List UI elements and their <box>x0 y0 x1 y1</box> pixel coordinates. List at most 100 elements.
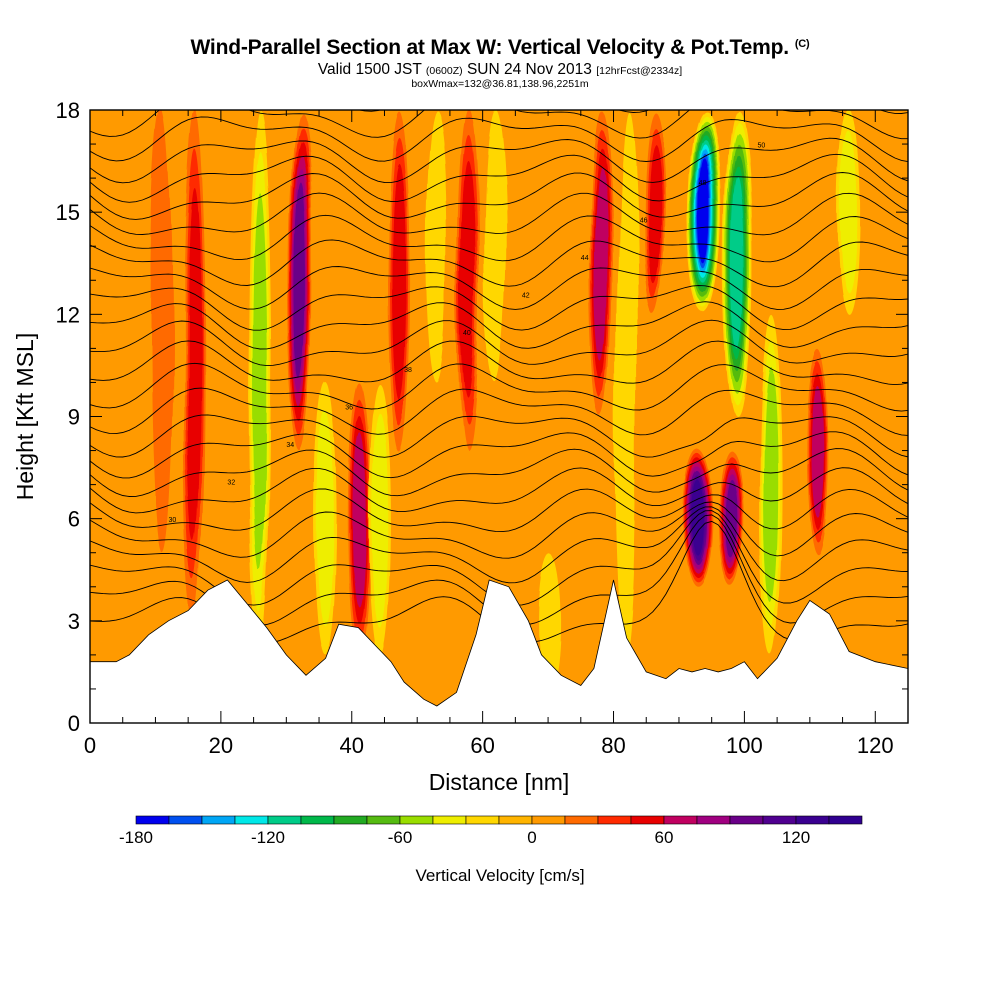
colorbar-tick-label: -60 <box>388 828 413 847</box>
isentrope-line <box>90 239 908 288</box>
colorbar-swatch <box>399 815 434 825</box>
colorbar-swatch <box>696 815 731 825</box>
x-tick-label: 60 <box>470 733 494 758</box>
colorbar-swatch <box>201 815 236 825</box>
y-tick-label: 15 <box>56 200 80 225</box>
colorbar-swatch <box>135 815 170 825</box>
colorbar-swatch <box>531 815 566 825</box>
colorbar-tick-label: 0 <box>527 828 536 847</box>
isentrope-line <box>100 110 908 114</box>
colorbar-title: Vertical Velocity [cm/s] <box>415 866 584 885</box>
isentrope-label: 30 <box>169 517 177 524</box>
colorbar-swatch <box>234 815 269 825</box>
isentrope-label: 36 <box>345 405 353 412</box>
isentrope-label: 42 <box>522 292 530 299</box>
colorbar-swatch <box>630 815 665 825</box>
colorbar-swatch <box>300 815 335 825</box>
terrain <box>90 579 908 723</box>
colorbar-swatch <box>267 815 302 825</box>
colorbar-swatch <box>597 815 632 825</box>
isentrope-line <box>90 266 908 310</box>
colorbar-swatch <box>828 815 863 825</box>
velocity-cell <box>293 180 306 380</box>
title-text: Wind-Parallel Section at Max W: Vertical… <box>190 36 790 59</box>
isentrope-line <box>90 467 908 514</box>
isentrope-label: 32 <box>227 480 235 487</box>
isentrope-line <box>90 362 908 412</box>
y-tick-label: 3 <box>68 609 80 634</box>
isentrope-label: 40 <box>463 330 471 337</box>
x-tick-label: 40 <box>340 733 364 758</box>
colorbar-swatch <box>762 815 797 825</box>
y-tick-label: 12 <box>56 302 80 327</box>
velocity-cell <box>645 141 660 284</box>
isentrope-line <box>90 285 908 331</box>
chart-subtitle: Valid 1500 JST (0600Z) SUN 24 Nov 2013 [… <box>0 61 1000 79</box>
isentrope-line <box>90 137 908 184</box>
velocity-cell <box>615 110 638 655</box>
isentrope-label: 38 <box>404 367 412 374</box>
x-tick-label: 0 <box>84 733 96 758</box>
colorbar-swatch <box>366 815 401 825</box>
isentrope-line <box>90 501 908 559</box>
y-axis-title: Height [Kft MSL] <box>12 333 38 500</box>
isentrope-line <box>90 488 908 533</box>
colorbar-swatch <box>663 815 698 825</box>
velocity-cell <box>699 158 711 266</box>
velocity-cell <box>390 162 405 399</box>
copyright-mark: (C) <box>794 38 810 50</box>
velocity-cell <box>593 164 607 362</box>
velocity-cell <box>763 366 778 603</box>
isentrope-label: 48 <box>699 180 707 187</box>
y-tick-label: 18 <box>56 98 80 123</box>
colorbar-swatch <box>333 815 368 825</box>
isentrope-line <box>90 340 908 386</box>
isentrope-line <box>90 414 908 458</box>
isentrope-line <box>90 192 908 236</box>
velocity-cell <box>809 385 823 517</box>
colorbar-swatch <box>564 815 599 825</box>
valid-date: SUN 24 Nov 2013 <box>466 61 592 78</box>
isentrope-line <box>90 214 908 263</box>
velocity-cell <box>425 110 448 383</box>
x-axis-title: Distance [nm] <box>429 769 570 795</box>
valid-time-utc: (0600Z) <box>425 65 463 77</box>
isentrope-label: 46 <box>640 217 648 224</box>
isentrope-line <box>90 153 908 203</box>
isentrope-label: 44 <box>581 255 589 262</box>
velocity-cell <box>351 431 365 607</box>
velocity-field: 30 32 34 36 38 40 42 44 46 48 50 <box>90 110 908 723</box>
velocity-cell <box>731 176 744 350</box>
box-info: boxWmax=132@36.81,138.96,2251m <box>411 78 589 90</box>
velocity-cell <box>484 110 507 383</box>
chart-title: Wind-Parallel Section at Max W: Vertical… <box>0 36 1000 60</box>
y-tick-label: 0 <box>68 711 80 736</box>
colorbar-tick-label: -120 <box>251 828 285 847</box>
plot-area: 30 32 34 36 38 40 42 44 46 48 50 <box>90 110 908 723</box>
isentrope-line <box>90 319 908 367</box>
x-tick-label: 120 <box>857 733 894 758</box>
colorbar-swatch <box>498 815 533 825</box>
isentrope-line <box>90 448 908 497</box>
isentrope-line <box>90 301 908 350</box>
velocity-cell <box>537 552 560 689</box>
colorbar-swatch <box>729 815 764 825</box>
colorbar-swatch <box>168 815 203 825</box>
isentrope-line <box>90 387 908 436</box>
isentrope-line <box>90 116 908 163</box>
colorbar-tick-label: 120 <box>782 828 810 847</box>
colorbar-swatch <box>432 815 467 825</box>
colorbar-tick-label: -180 <box>119 828 153 847</box>
isentrope-line <box>90 506 908 584</box>
isentrope-label: 34 <box>286 442 294 449</box>
velocity-features <box>150 110 861 689</box>
velocity-cell <box>840 131 858 293</box>
x-tick-label: 20 <box>209 733 233 758</box>
y-tick-label: 6 <box>68 507 80 532</box>
colorbar: -180 -120 -60 0 60 120 Vertical Velocity [cm/s… <box>119 815 863 885</box>
isentrope-label: 50 <box>757 142 765 149</box>
x-tick-label: 80 <box>601 733 625 758</box>
forecast-info: [12hrFcst@2334z] <box>596 65 683 77</box>
